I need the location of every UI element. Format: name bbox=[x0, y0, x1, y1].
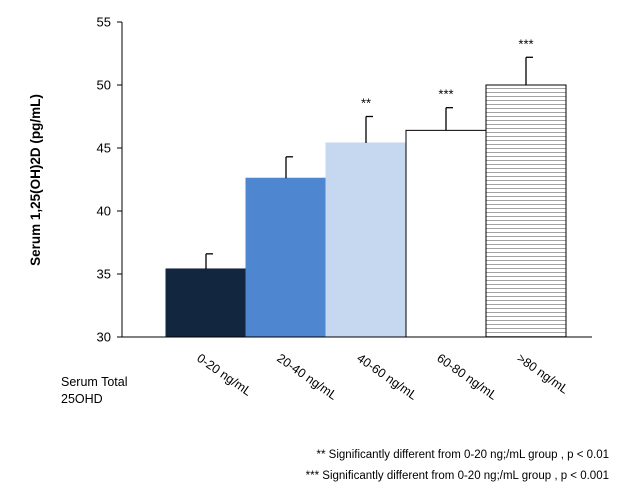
footnote-p001: *** Significantly different from 0-20 ng… bbox=[305, 470, 609, 482]
y-tick-label: 40 bbox=[97, 204, 111, 219]
y-tick-label: 55 bbox=[97, 15, 111, 30]
significance-mark: *** bbox=[518, 36, 533, 51]
x-axis-title-line-1: Serum Total bbox=[61, 375, 128, 389]
x-category-label: 60-80 ng/mL bbox=[434, 351, 500, 403]
y-tick-label: 30 bbox=[97, 330, 111, 345]
bar bbox=[485, 84, 567, 338]
y-tick-label: 35 bbox=[97, 267, 111, 282]
x-category-label: >80 ng/mL bbox=[514, 351, 571, 397]
bar bbox=[325, 142, 407, 338]
x-axis-title-line-2: 25OHD bbox=[61, 392, 103, 406]
x-category-label: 40-60 ng/mL bbox=[354, 351, 420, 403]
bar bbox=[405, 129, 487, 338]
y-tick-label: 45 bbox=[97, 141, 111, 156]
y-axis-title: Serum 1,25(OH)2D (pg/mL) bbox=[28, 94, 43, 266]
bar bbox=[165, 268, 247, 338]
significance-mark: ** bbox=[361, 96, 371, 111]
x-category-label: 0-20 ng/mL bbox=[194, 351, 254, 399]
x-category-label: 20-40 ng/mL bbox=[274, 351, 340, 403]
y-tick-label: 50 bbox=[97, 78, 111, 93]
footnote-p01: ** Significantly different from 0-20 ng;… bbox=[316, 449, 609, 461]
significance-mark: *** bbox=[438, 87, 453, 102]
y-axis: 30 35 40 45 50 55 bbox=[97, 15, 123, 345]
x-axis-title: Serum Total 25OHD bbox=[61, 374, 127, 408]
x-axis: 0-20 ng/mL 20-40 ng/mL 40-60 ng/mL 60-80 ng… bbox=[122, 336, 592, 403]
bar bbox=[245, 177, 327, 338]
bars: ******** bbox=[165, 36, 567, 338]
